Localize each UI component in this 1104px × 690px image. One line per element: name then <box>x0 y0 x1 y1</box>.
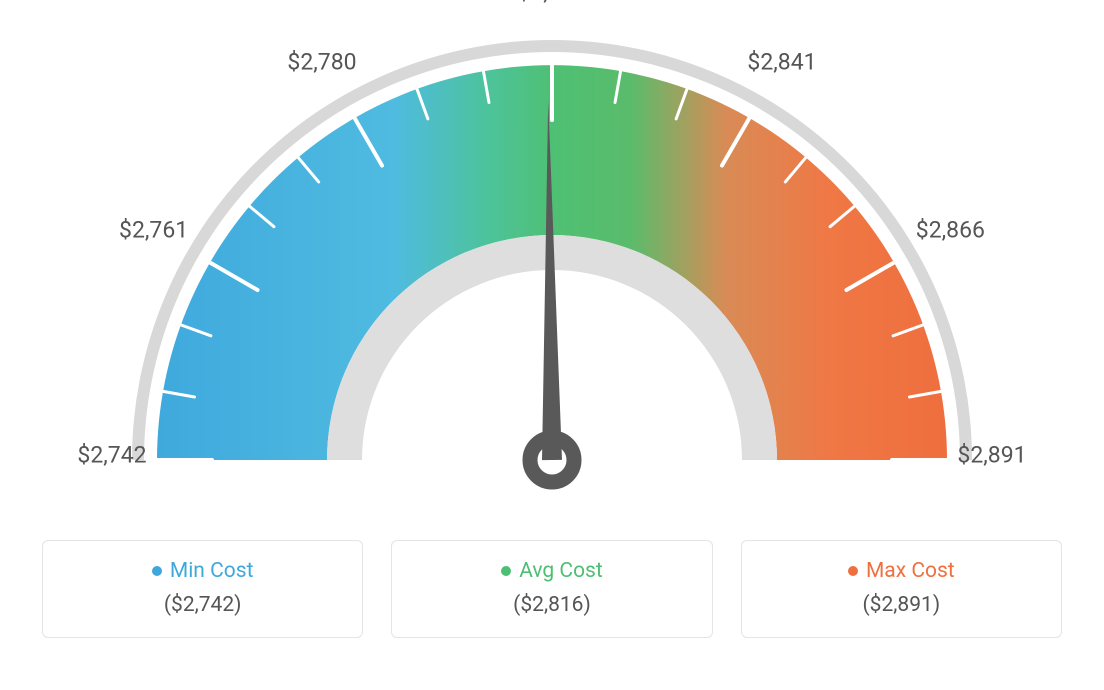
gauge-scale-label: $2,780 <box>287 48 356 75</box>
legend-title-row-avg: Avg Cost <box>501 559 603 583</box>
gauge-area: $2,742 $2,761 $2,780 $2,816 $2,841 $2,866 $2,8… <box>22 0 1082 540</box>
gauge-scale-label: $2,841 <box>747 48 816 75</box>
legend-title-avg: Avg Cost <box>519 559 603 583</box>
gauge-scale-label: $2,816 <box>517 0 586 6</box>
legend-title-max: Max Cost <box>866 559 955 583</box>
gauge-scale-label: $2,761 <box>119 217 188 244</box>
gauge-svg <box>22 0 1082 540</box>
legend-value-max: ($2,891) <box>862 593 940 617</box>
gauge-scale-label: $2,866 <box>916 217 985 244</box>
legend-dot-avg <box>501 566 511 576</box>
legend-card-min: Min Cost ($2,742) <box>42 540 363 638</box>
legend-dot-max <box>848 566 858 576</box>
legend-title-min: Min Cost <box>170 559 254 583</box>
legend-title-row-min: Min Cost <box>152 559 254 583</box>
gauge-container: $2,742 $2,761 $2,780 $2,816 $2,841 $2,866 $2,8… <box>0 0 1104 690</box>
legend-card-avg: Avg Cost ($2,816) <box>391 540 712 638</box>
legend-dot-min <box>152 566 162 576</box>
legend-value-min: ($2,742) <box>164 593 242 617</box>
gauge-scale-label: $2,742 <box>77 442 146 469</box>
gauge-scale-label: $2,891 <box>957 442 1026 469</box>
legend-row: Min Cost ($2,742) Avg Cost ($2,816) Max … <box>22 540 1082 638</box>
legend-title-row-max: Max Cost <box>848 559 955 583</box>
legend-card-max: Max Cost ($2,891) <box>741 540 1062 638</box>
legend-value-avg: ($2,816) <box>513 593 591 617</box>
